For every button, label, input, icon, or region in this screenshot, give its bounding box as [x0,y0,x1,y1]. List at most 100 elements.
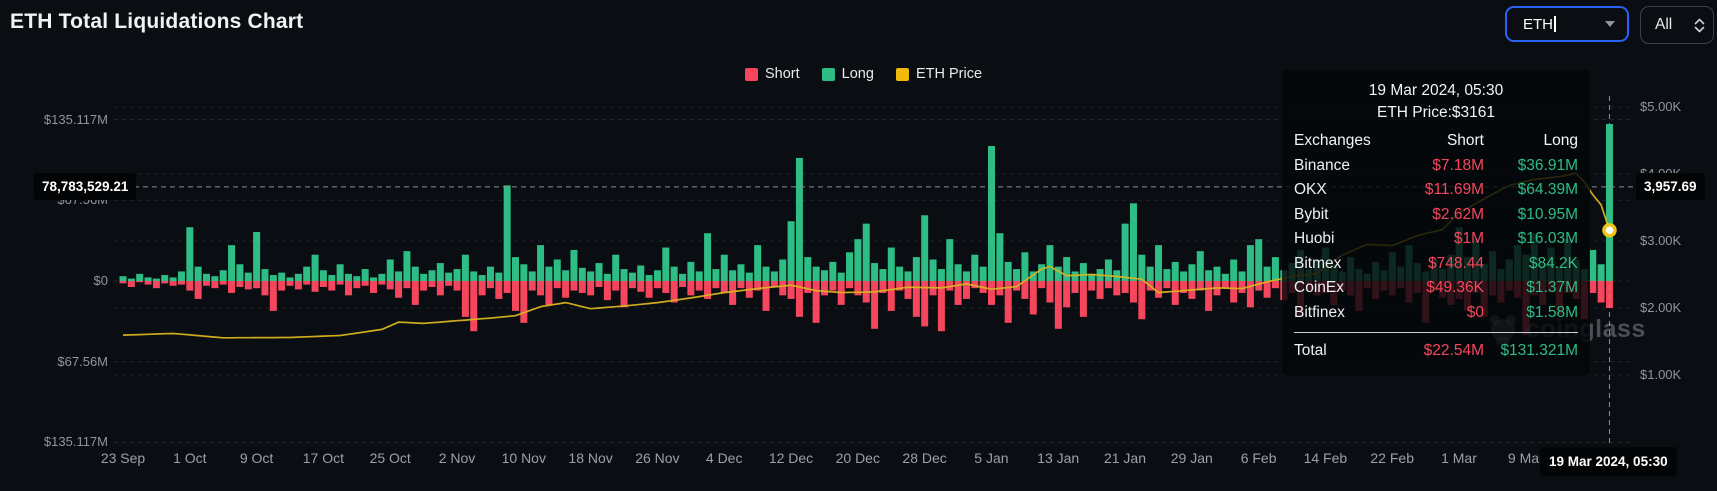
bar-long[interactable] [729,270,737,281]
bar-short[interactable] [420,281,428,291]
bar-long[interactable] [704,233,712,281]
bar-short[interactable] [904,281,912,299]
bar-short[interactable] [1263,281,1271,298]
bar-short[interactable] [779,281,787,296]
bar-long[interactable] [328,275,336,281]
bar-long[interactable] [261,269,269,281]
bar-long[interactable] [837,272,845,281]
bar-long[interactable] [628,272,636,281]
bar-long[interactable] [1180,271,1188,281]
bar-long[interactable] [1188,264,1196,281]
bar-short[interactable] [962,281,970,299]
bar-long[interactable] [871,263,879,281]
bar-short[interactable] [762,281,770,311]
bar-long[interactable] [1013,269,1021,281]
bar-short[interactable] [520,281,528,323]
bar-short[interactable] [319,281,327,287]
bar-long[interactable] [946,239,954,281]
bar-short[interactable] [278,281,286,291]
bar-short[interactable] [570,281,578,291]
bar-short[interactable] [603,281,611,301]
bar-short[interactable] [445,281,453,286]
bar-long[interactable] [1238,271,1246,281]
bar-short[interactable] [1046,281,1054,303]
bar-long[interactable] [1597,264,1605,281]
bar-long[interactable] [1146,266,1154,281]
bar-short[interactable] [820,281,828,296]
bar-long[interactable] [770,271,778,281]
bar-short[interactable] [787,281,795,299]
bar-short[interactable] [1597,281,1605,303]
bar-short[interactable] [620,281,628,308]
bar-short[interactable] [528,281,536,291]
bar-short[interactable] [1271,281,1279,289]
bar-short[interactable] [336,281,344,285]
bar-long[interactable] [1113,270,1121,281]
bar-long[interactable] [1196,251,1204,281]
bar-long[interactable] [1029,271,1037,281]
bar-short[interactable] [871,281,879,329]
bar-long[interactable] [127,278,135,281]
legend-item-eth-price[interactable]: ETH Price [895,66,982,82]
bar-short[interactable] [988,281,996,305]
bar-short[interactable] [253,281,261,289]
bar-short[interactable] [637,281,645,292]
bar-long[interactable] [979,266,987,281]
bar-long[interactable] [144,277,152,281]
bar-short[interactable] [1029,281,1037,315]
bar-long[interactable] [645,275,653,281]
bar-short[interactable] [219,281,227,285]
bar-short[interactable] [1205,281,1213,311]
bar-long[interactable] [846,252,854,281]
bar-short[interactable] [670,281,678,303]
legend-item-long[interactable]: Long [821,66,874,82]
bar-long[interactable] [161,275,169,281]
bar-long[interactable] [937,269,945,281]
bar-long[interactable] [912,257,920,281]
bar-short[interactable] [1096,281,1104,299]
bar-short[interactable] [645,281,653,298]
bar-short[interactable] [896,281,904,291]
bar-short[interactable] [344,281,352,296]
bar-short[interactable] [119,281,127,284]
bar-short[interactable] [244,281,252,290]
bar-long[interactable] [1088,273,1096,281]
bar-short[interactable] [203,281,211,286]
bar-short[interactable] [1180,281,1188,293]
bar-long[interactable] [1038,264,1046,281]
bar-short[interactable] [470,281,478,332]
bar-short[interactable] [754,281,762,291]
bar-long[interactable] [420,273,428,281]
bar-long[interactable] [453,269,461,281]
bar-short[interactable] [428,281,436,287]
bar-short[interactable] [269,281,277,311]
bar-long[interactable] [1213,266,1221,281]
bar-long[interactable] [562,270,570,281]
bar-short[interactable] [1246,281,1254,308]
bar-long[interactable] [503,185,511,281]
bar-long[interactable] [679,273,687,281]
bar-short[interactable] [595,281,603,287]
bar-short[interactable] [662,281,670,293]
bar-long[interactable] [1138,254,1146,281]
bar-long[interactable] [779,259,787,281]
bar-short[interactable] [1230,281,1238,303]
bar-long[interactable] [1054,266,1062,281]
bar-long[interactable] [152,278,160,281]
bar-long[interactable] [1079,263,1087,281]
bar-short[interactable] [578,281,586,293]
bar-long[interactable] [177,271,185,281]
bar-long[interactable] [720,254,728,281]
bar-short[interactable] [553,281,561,289]
bar-long[interactable] [1104,259,1112,281]
bar-short[interactable] [161,281,169,284]
bar-short[interactable] [1255,281,1263,291]
bar-short[interactable] [1163,281,1171,289]
bar-short[interactable] [562,281,570,298]
bar-long[interactable] [762,266,770,281]
bar-short[interactable] [194,281,202,299]
bar-long[interactable] [386,259,394,281]
bar-long[interactable] [495,272,503,281]
bar-short[interactable] [804,281,812,293]
bar-short[interactable] [1004,281,1012,323]
